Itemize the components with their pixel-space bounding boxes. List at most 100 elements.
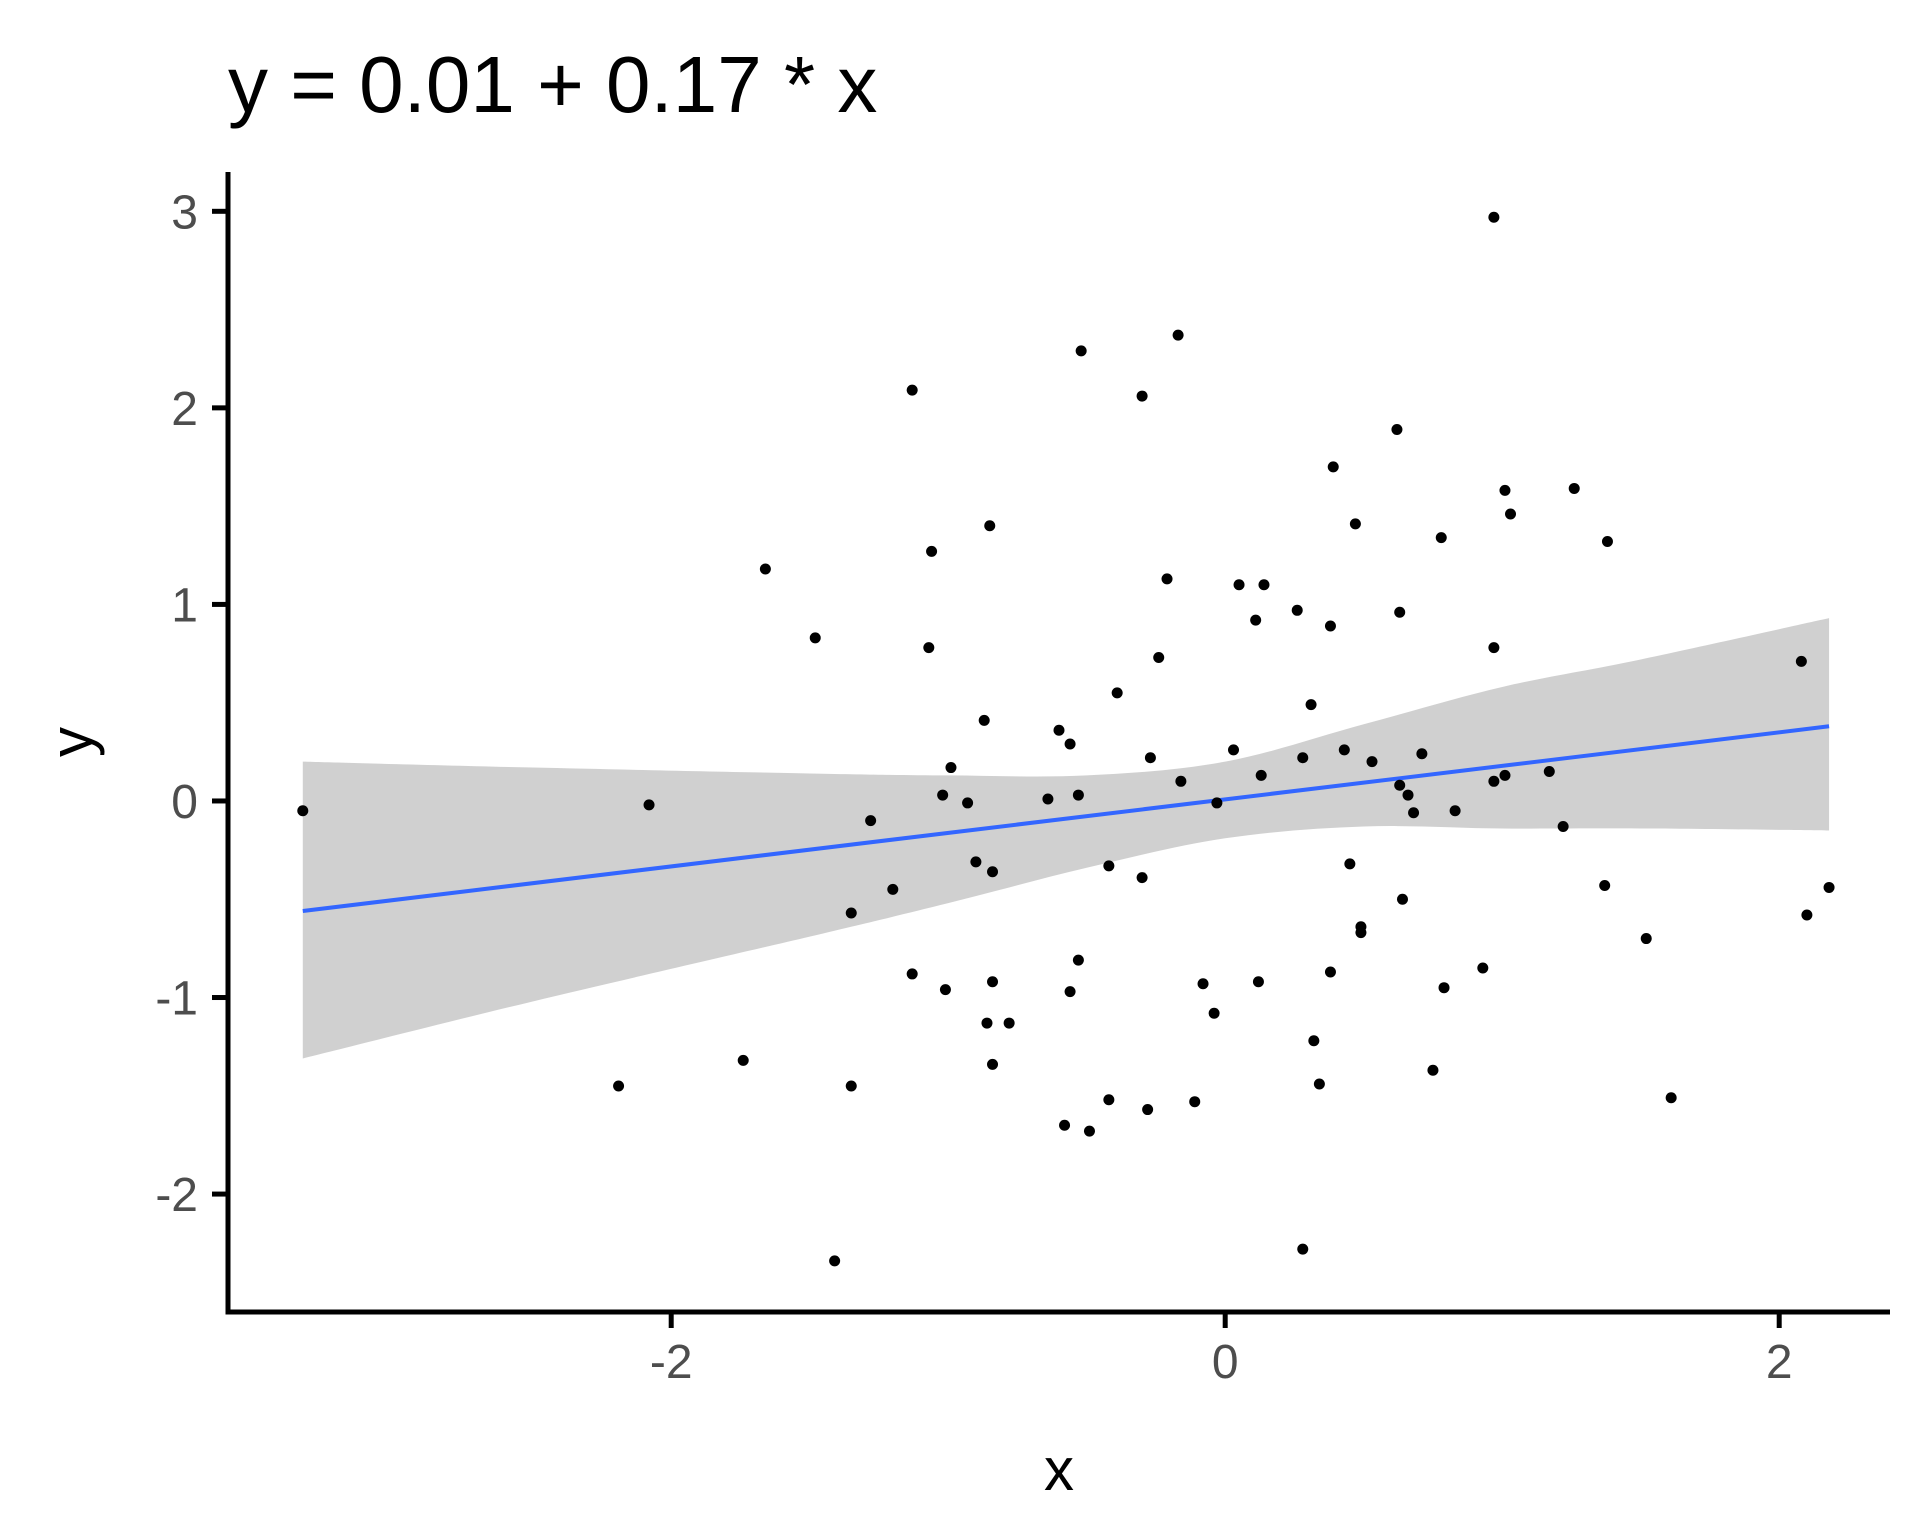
data-point	[1599, 879, 1611, 891]
scatter-points-layer	[297, 211, 1835, 1267]
data-point	[1327, 461, 1339, 473]
data-point	[643, 799, 655, 811]
axes	[225, 172, 1890, 1315]
y-axis-title: y	[38, 727, 105, 757]
data-point	[297, 805, 309, 817]
data-point	[1394, 606, 1406, 618]
data-point	[1083, 1125, 1095, 1137]
data-point	[1449, 805, 1461, 817]
data-point	[845, 907, 857, 919]
data-point	[1324, 620, 1336, 632]
data-point	[1308, 1035, 1320, 1047]
data-point	[1255, 769, 1267, 781]
data-point	[1103, 860, 1115, 872]
data-point	[1211, 797, 1223, 809]
data-point	[906, 968, 918, 980]
data-point	[1291, 604, 1303, 616]
data-point	[887, 883, 899, 895]
data-point	[923, 642, 935, 654]
data-point	[1488, 642, 1500, 654]
data-point	[1324, 966, 1336, 978]
data-point	[1053, 724, 1065, 736]
data-point	[1640, 933, 1652, 945]
confidence-band-layer	[302, 618, 1830, 1059]
data-point	[1305, 699, 1317, 711]
data-point	[1823, 881, 1835, 893]
data-point	[939, 984, 951, 996]
data-point	[1197, 978, 1209, 990]
ticks: -2 0 2 -2 -1 0 1 2 3	[155, 186, 1792, 1389]
data-point	[1144, 752, 1156, 764]
data-point	[829, 1255, 841, 1267]
data-point	[1416, 748, 1428, 760]
data-point	[1136, 872, 1148, 884]
data-point	[1435, 532, 1447, 544]
data-point	[962, 797, 974, 809]
data-point	[1427, 1064, 1439, 1076]
confidence-band	[302, 618, 1830, 1059]
data-point	[1543, 765, 1555, 777]
data-point	[1003, 1017, 1015, 1029]
y-tick-label: 3	[171, 186, 198, 239]
data-point	[1175, 775, 1187, 787]
y-tick-label: 2	[171, 383, 198, 436]
data-point	[987, 1058, 999, 1070]
data-point	[865, 815, 877, 827]
data-point	[1250, 614, 1262, 626]
data-point	[1208, 1007, 1220, 1019]
data-point	[1355, 927, 1367, 939]
data-point	[1142, 1104, 1154, 1116]
data-point	[984, 520, 996, 532]
data-point	[1313, 1078, 1325, 1090]
data-point	[987, 976, 999, 988]
data-point	[1391, 423, 1403, 435]
data-point	[1153, 651, 1165, 663]
data-point	[1111, 687, 1123, 699]
data-point	[1161, 573, 1173, 585]
data-point	[1042, 793, 1054, 805]
data-point	[1072, 954, 1084, 966]
data-point	[1059, 1119, 1071, 1131]
y-tick-label: 1	[171, 579, 198, 632]
data-point	[1665, 1092, 1677, 1104]
data-point	[1366, 756, 1378, 768]
data-point	[1505, 508, 1517, 520]
data-point	[1477, 962, 1489, 974]
x-tick-label: 2	[1766, 1336, 1793, 1389]
data-point	[978, 714, 990, 726]
x-axis-title: x	[1044, 1436, 1074, 1503]
data-point	[737, 1054, 749, 1066]
data-point	[1349, 518, 1361, 530]
data-point	[1499, 484, 1511, 496]
data-point	[1344, 858, 1356, 870]
data-point	[1795, 655, 1807, 667]
data-point	[759, 563, 771, 575]
y-tick-label: -1	[155, 973, 198, 1026]
data-point	[926, 545, 938, 557]
data-point	[613, 1080, 625, 1092]
data-point	[970, 856, 982, 868]
data-point	[906, 384, 918, 396]
data-point	[1488, 211, 1500, 223]
fit-line-layer	[302, 724, 1830, 914]
data-point	[987, 866, 999, 878]
data-point	[937, 789, 949, 801]
data-point	[1297, 1243, 1309, 1255]
data-point	[945, 762, 957, 774]
data-point	[1396, 893, 1408, 905]
data-point	[1189, 1096, 1201, 1108]
data-point	[1103, 1094, 1115, 1106]
chart-title: y = 0.01 + 0.17 * x	[228, 40, 877, 129]
data-point	[809, 632, 821, 644]
data-point	[1394, 779, 1406, 791]
data-point	[1075, 345, 1087, 357]
data-point	[1252, 976, 1264, 988]
data-point	[1488, 775, 1500, 787]
data-point	[1568, 482, 1580, 494]
data-point	[1072, 789, 1084, 801]
data-point	[1438, 982, 1450, 994]
data-point	[1258, 579, 1270, 591]
data-point	[1601, 536, 1613, 548]
x-tick-label: -2	[650, 1336, 693, 1389]
